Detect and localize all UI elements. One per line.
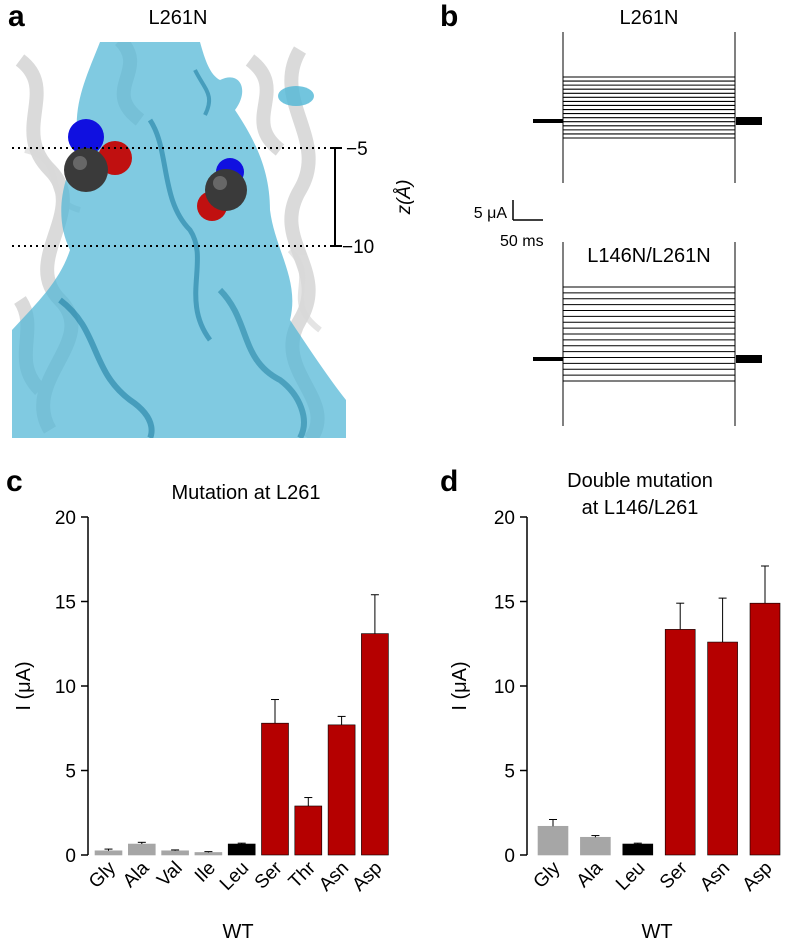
scale-current-label: 5 μA xyxy=(474,205,508,222)
x-tick-label: Asp xyxy=(348,858,386,896)
x-tick-label: Ser xyxy=(251,857,287,893)
panel-a-letter: a xyxy=(8,0,25,33)
z-tick-upper: −5 xyxy=(346,139,368,160)
panel-d-chart: 0 5 10 15 20 Gly Ala Leu Ser Asn Asp xyxy=(494,508,781,896)
panel-c-title: Mutation at L261 xyxy=(172,482,321,504)
bar-asn xyxy=(707,641,738,856)
md-snapshot-image xyxy=(12,42,346,438)
bar-asn xyxy=(327,724,356,856)
panel-b-top-title: L261N xyxy=(620,7,679,29)
panel-d-letter: d xyxy=(440,465,458,498)
x-tick-label: Thr xyxy=(285,857,320,892)
x-tick-label: Ala xyxy=(573,857,608,892)
panel-c-ylabel: I (μA) xyxy=(13,661,35,710)
panel-d-ylabel: I (μA) xyxy=(449,661,471,710)
x-tick-label: Asn xyxy=(696,858,734,896)
z-axis-label: z(Å) xyxy=(394,180,415,216)
asparagine-residue-right xyxy=(197,158,247,221)
x-tick-label: Asp xyxy=(739,858,777,896)
y-tick-label: 5 xyxy=(65,762,76,783)
x-tick-label: Gly xyxy=(85,857,120,892)
y-tick-label: 15 xyxy=(494,593,515,614)
holding-current-trace xyxy=(533,357,563,361)
x-tick-label: Asn xyxy=(315,858,353,896)
bar-gly xyxy=(537,825,569,856)
y-tick-label: 5 xyxy=(504,762,515,783)
y-tick-label: 10 xyxy=(494,677,515,698)
scale-bar: 5 μA 50 ms xyxy=(474,200,544,250)
panel-d-xlabel: WT xyxy=(641,921,672,943)
current-traces-l146n-l261n xyxy=(533,242,762,426)
y-tick-label: 15 xyxy=(55,593,76,614)
panel-c: c Mutation at L261 I (μA) WT 0 5 10 15 20 Gly… xyxy=(6,465,389,943)
tail-current-trace xyxy=(736,355,762,363)
asparagine-residue-left xyxy=(64,119,132,192)
bar-thr xyxy=(294,805,323,856)
holding-current-trace xyxy=(533,119,563,123)
x-tick-label: Ile xyxy=(191,858,220,887)
x-tick-label: Ser xyxy=(656,857,692,893)
panel-c-letter: c xyxy=(6,465,23,498)
y-tick-label: 20 xyxy=(55,508,76,529)
bar-asp xyxy=(749,602,781,856)
x-tick-label: Leu xyxy=(216,858,253,895)
y-tick-label: 10 xyxy=(55,677,76,698)
x-tick-label: Ala xyxy=(119,857,154,892)
panel-a: a L261N xyxy=(8,0,415,438)
bar-leu xyxy=(622,843,654,856)
panel-a-title: L261N xyxy=(149,7,208,29)
bar-ser xyxy=(261,722,289,856)
x-tick-label: Val xyxy=(153,858,186,891)
bar-gly xyxy=(94,850,123,856)
x-tick-label: Gly xyxy=(530,857,565,892)
x-tick-label: Leu xyxy=(612,858,649,895)
bar-ser xyxy=(664,629,696,856)
bar-ile xyxy=(194,852,223,856)
panel-c-xlabel: WT xyxy=(222,921,253,943)
panel-b-letter: b xyxy=(440,0,458,33)
bar-asp xyxy=(361,633,389,856)
panel-d: d Double mutation at L146/L261 I (μA) WT… xyxy=(440,465,781,943)
panel-d-title-line2: at L146/L261 xyxy=(582,497,699,519)
z-scale-bar: −5 −10 z(Å) xyxy=(330,139,415,258)
panel-b-bottom-title: L146N/L261N xyxy=(587,245,710,267)
scale-time-label: 50 ms xyxy=(500,233,544,250)
z-tick-lower: −10 xyxy=(342,237,374,258)
y-tick-label: 0 xyxy=(504,846,515,867)
y-tick-label: 20 xyxy=(494,508,515,529)
y-tick-label: 0 xyxy=(65,846,76,867)
current-traces-l261n xyxy=(533,32,762,183)
bar-leu xyxy=(227,843,256,856)
bar-ala xyxy=(580,836,611,856)
panel-d-title-line1: Double mutation xyxy=(567,470,713,492)
tail-current-trace xyxy=(736,117,762,125)
bar-ala xyxy=(128,843,156,856)
panel-b: b L261N L146N/L261N 5 μA 50 ms xyxy=(440,0,762,426)
bar-val xyxy=(161,850,189,856)
